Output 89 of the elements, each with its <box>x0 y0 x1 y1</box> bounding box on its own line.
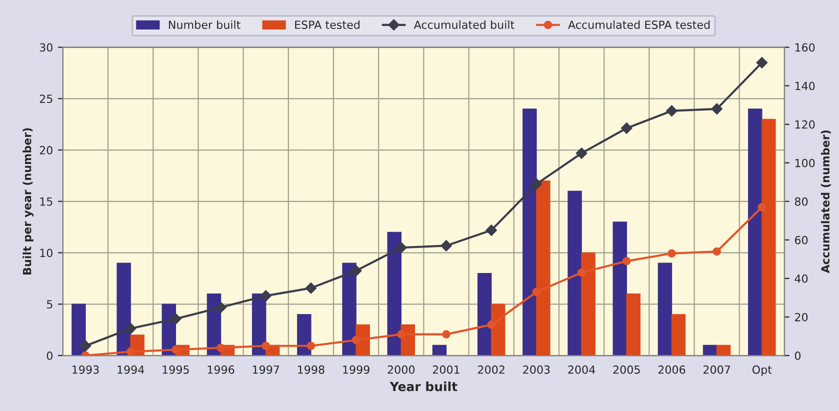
x-axis-title: Year built <box>390 382 458 392</box>
point <box>756 57 768 68</box>
y-tick-label: 30 <box>40 43 52 52</box>
point <box>440 240 452 252</box>
point <box>396 242 407 254</box>
y2-tick-label: 140 <box>795 82 815 90</box>
y2-tick-label: 40 <box>794 274 808 283</box>
x-tick-label: 1995 <box>162 365 189 374</box>
x-tick-label: 1997 <box>252 365 280 374</box>
x-tick-label: 2007 <box>703 365 730 374</box>
bar <box>612 222 627 356</box>
point <box>622 256 631 266</box>
x-tick-label: 1994 <box>118 365 144 374</box>
bar <box>581 252 596 356</box>
y2-tick-label: 80 <box>794 197 808 206</box>
bar <box>387 232 402 356</box>
point <box>262 342 270 350</box>
bar <box>748 108 762 356</box>
y2-tick-label: 120 <box>795 120 815 129</box>
y-tick-label: 25 <box>40 94 52 104</box>
bar <box>522 108 537 356</box>
x-tick-label: 1993 <box>72 365 99 374</box>
y2-tick-label: 0 <box>794 351 801 360</box>
y-tick-label: 0 <box>46 351 52 360</box>
y-tick-label: 5 <box>46 300 52 309</box>
x-tick-label: 2005 <box>613 365 640 374</box>
bar <box>658 262 672 356</box>
y2-tick-label: 100 <box>795 158 815 168</box>
point <box>666 105 678 116</box>
bar <box>568 190 582 356</box>
legend-label: Number built <box>169 20 240 29</box>
point <box>396 330 406 338</box>
bar <box>762 118 776 356</box>
point <box>260 290 272 302</box>
x-tick-label: Opt <box>752 365 772 376</box>
x-tick-label: 1998 <box>298 365 324 374</box>
point <box>172 346 180 354</box>
legend-label: Accumulated ESPA tested <box>568 20 710 29</box>
point <box>124 322 136 334</box>
point <box>442 330 450 338</box>
bar <box>702 344 718 356</box>
bar <box>716 344 731 356</box>
point <box>711 103 722 115</box>
point <box>712 247 721 256</box>
x-tick-label: 2000 <box>388 365 415 374</box>
point <box>530 178 542 190</box>
point <box>350 265 362 276</box>
point <box>577 268 586 277</box>
point <box>668 249 676 258</box>
legend-label: ESPA tested <box>295 20 360 29</box>
y2-tick-label: 160 <box>795 43 815 52</box>
point <box>216 344 225 352</box>
point <box>170 313 182 325</box>
bar <box>297 314 312 356</box>
y-tick-label: 20 <box>40 146 52 154</box>
bar <box>432 344 447 356</box>
point <box>126 347 135 356</box>
x-tick-label: 2003 <box>523 365 550 374</box>
point <box>621 122 632 134</box>
point <box>532 288 541 296</box>
point <box>487 320 496 329</box>
x-tick-label: 2001 <box>432 365 460 374</box>
bar <box>116 262 131 356</box>
point <box>80 340 92 352</box>
x-tick-label: 1996 <box>208 365 234 374</box>
point <box>305 282 317 294</box>
legend-label: Accumulated built <box>414 20 514 29</box>
y-tick-label: 15 <box>40 198 52 206</box>
bar <box>72 304 86 356</box>
y2-axis-title: Accumulated (number) <box>820 130 831 274</box>
x-tick-label: 2002 <box>478 365 504 374</box>
point <box>215 302 226 313</box>
point <box>486 224 497 236</box>
bar <box>536 180 550 356</box>
y2-tick-label: 60 <box>794 236 808 244</box>
bar <box>477 272 492 356</box>
point <box>306 342 316 350</box>
point <box>758 203 766 212</box>
bar <box>671 314 686 356</box>
point <box>352 336 360 344</box>
x-tick-label: 1999 <box>343 365 370 374</box>
y-tick-label: 10 <box>40 248 52 258</box>
x-tick-label: 2006 <box>658 365 686 374</box>
bar <box>626 294 641 356</box>
x-tick-label: 2004 <box>568 365 596 374</box>
y-axis-title: Built per year (number) <box>22 128 34 274</box>
bar <box>342 262 356 356</box>
point <box>576 148 588 159</box>
y2-tick-label: 20 <box>795 312 808 322</box>
